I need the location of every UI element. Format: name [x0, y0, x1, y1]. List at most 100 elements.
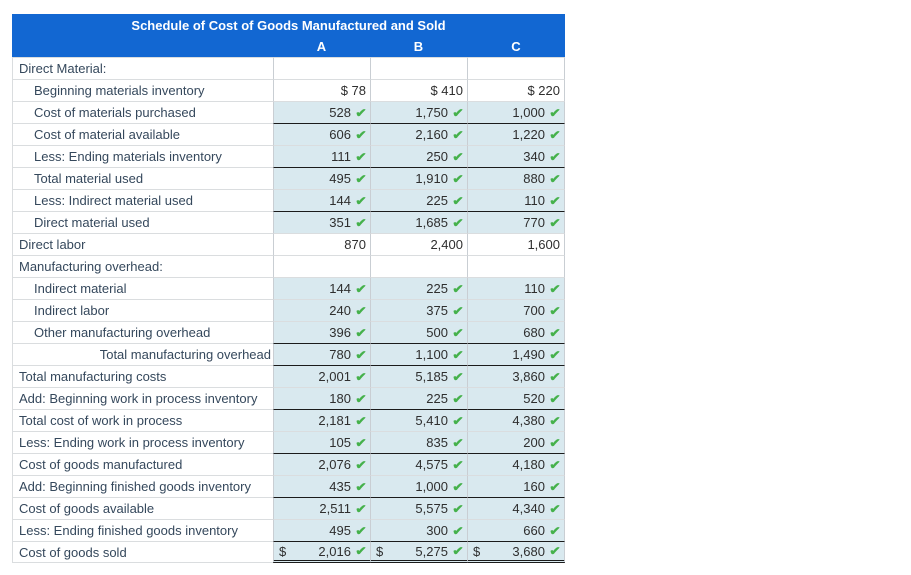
- answer-cell[interactable]: $2,016 ✔: [273, 541, 370, 563]
- answer-cell[interactable]: 2,181 ✔: [273, 409, 370, 431]
- answer-cell[interactable]: 180 ✔: [273, 387, 370, 409]
- answer-cell[interactable]: 4,575 ✔: [370, 453, 467, 475]
- answer-cell[interactable]: $3,680 ✔: [467, 541, 565, 563]
- table-row: Cost of goods available 2,511 ✔ 5,575 ✔ 4,340…: [12, 497, 565, 519]
- answer-cell[interactable]: 680 ✔: [467, 321, 565, 343]
- value-cell: [467, 57, 565, 79]
- answer-cell[interactable]: 880 ✔: [467, 167, 565, 189]
- answer-cell[interactable]: 1,750 ✔: [370, 101, 467, 123]
- cell-content: 225 ✔: [426, 281, 464, 296]
- answer-cell[interactable]: 495 ✔: [273, 167, 370, 189]
- table-body: Direct Material: Beginning materials inve…: [12, 57, 565, 563]
- cell-value: 1,490: [512, 347, 545, 362]
- cell-value: 105: [329, 435, 351, 450]
- cell-value: 4,380: [512, 413, 545, 428]
- correct-check-icon: ✔: [355, 479, 367, 494]
- row-label: Total material used: [12, 167, 273, 189]
- answer-cell[interactable]: 2,160 ✔: [370, 123, 467, 145]
- cell-value: 160: [523, 479, 545, 494]
- correct-check-icon: ✔: [355, 523, 367, 538]
- answer-cell[interactable]: 780 ✔: [273, 343, 370, 365]
- cell-content: 1,490 ✔: [512, 347, 560, 362]
- answer-cell[interactable]: 1,490 ✔: [467, 343, 565, 365]
- answer-cell[interactable]: $5,275 ✔: [370, 541, 467, 563]
- cell-value: 5,575: [415, 501, 448, 516]
- answer-cell[interactable]: 660 ✔: [467, 519, 565, 541]
- answer-cell[interactable]: 250 ✔: [370, 145, 467, 167]
- answer-cell[interactable]: 528 ✔: [273, 101, 370, 123]
- answer-cell[interactable]: 105 ✔: [273, 431, 370, 453]
- answer-cell[interactable]: 4,380 ✔: [467, 409, 565, 431]
- cell-content: 1,220 ✔: [512, 127, 560, 142]
- answer-cell[interactable]: 351 ✔: [273, 211, 370, 233]
- cell-content: 780 ✔: [329, 347, 367, 362]
- answer-cell[interactable]: 2,001 ✔: [273, 365, 370, 387]
- cell-value: 225: [426, 391, 448, 406]
- answer-cell[interactable]: 5,410 ✔: [370, 409, 467, 431]
- cell-content: 240 ✔: [329, 303, 367, 318]
- correct-check-icon: ✔: [549, 281, 561, 296]
- answer-cell[interactable]: 520 ✔: [467, 387, 565, 409]
- answer-cell[interactable]: 5,185 ✔: [370, 365, 467, 387]
- answer-cell[interactable]: 225 ✔: [370, 387, 467, 409]
- row-label: Direct labor: [12, 233, 273, 255]
- cell-content: 1,600: [527, 237, 560, 252]
- answer-cell[interactable]: 144 ✔: [273, 189, 370, 211]
- answer-cell[interactable]: 700 ✔: [467, 299, 565, 321]
- answer-cell[interactable]: 340 ✔: [467, 145, 565, 167]
- cell-value: 5,410: [415, 413, 448, 428]
- answer-cell[interactable]: 200 ✔: [467, 431, 565, 453]
- answer-cell[interactable]: 4,340 ✔: [467, 497, 565, 519]
- table-row: Total material used 495 ✔ 1,910 ✔ 880 ✔: [12, 167, 565, 189]
- answer-cell[interactable]: 110 ✔: [467, 189, 565, 211]
- answer-cell[interactable]: 1,000 ✔: [467, 101, 565, 123]
- row-label: Total manufacturing overhead: [12, 343, 273, 365]
- answer-cell[interactable]: 240 ✔: [273, 299, 370, 321]
- cell-content: 300 ✔: [426, 523, 464, 538]
- answer-cell[interactable]: 835 ✔: [370, 431, 467, 453]
- value-cell: $ 78: [273, 79, 370, 101]
- answer-cell[interactable]: 5,575 ✔: [370, 497, 467, 519]
- answer-cell[interactable]: 4,180 ✔: [467, 453, 565, 475]
- answer-cell[interactable]: 770 ✔: [467, 211, 565, 233]
- cell-content: 500 ✔: [426, 325, 464, 340]
- correct-check-icon: ✔: [452, 501, 464, 516]
- answer-cell[interactable]: 435 ✔: [273, 475, 370, 497]
- answer-cell[interactable]: 3,860 ✔: [467, 365, 565, 387]
- answer-cell[interactable]: 606 ✔: [273, 123, 370, 145]
- cell-value: 2,160: [415, 127, 448, 142]
- answer-cell[interactable]: 500 ✔: [370, 321, 467, 343]
- answer-cell[interactable]: 225 ✔: [370, 189, 467, 211]
- answer-cell[interactable]: 1,000 ✔: [370, 475, 467, 497]
- cell-content: 4,180 ✔: [512, 457, 560, 472]
- answer-cell[interactable]: 1,910 ✔: [370, 167, 467, 189]
- correct-check-icon: ✔: [549, 105, 561, 120]
- cell-value: 528: [329, 105, 351, 120]
- table-row: Total manufacturing costs 2,001 ✔ 5,185 ✔ 3,8…: [12, 365, 565, 387]
- row-label: Cost of goods available: [12, 497, 273, 519]
- cell-content: 110 ✔: [524, 281, 561, 296]
- answer-cell[interactable]: 300 ✔: [370, 519, 467, 541]
- answer-cell[interactable]: 2,511 ✔: [273, 497, 370, 519]
- table-row: Total cost of work in process 2,181 ✔ 5,410…: [12, 409, 565, 431]
- row-label: Less: Ending work in process inventory: [12, 431, 273, 453]
- answer-cell[interactable]: 396 ✔: [273, 321, 370, 343]
- cell-value: 4,340: [512, 501, 545, 516]
- cell-value: 1,910: [415, 171, 448, 186]
- answer-cell[interactable]: 225 ✔: [370, 277, 467, 299]
- table-row: Total manufacturing overhead 780 ✔ 1,100 ✔ 1,…: [12, 343, 565, 365]
- answer-cell[interactable]: 495 ✔: [273, 519, 370, 541]
- answer-cell[interactable]: 111 ✔: [273, 145, 370, 167]
- answer-cell[interactable]: 160 ✔: [467, 475, 565, 497]
- cell-content: 1,750 ✔: [415, 105, 463, 120]
- answer-cell[interactable]: 1,100 ✔: [370, 343, 467, 365]
- cell-value: 606: [329, 127, 351, 142]
- cell-value: 2,181: [318, 413, 351, 428]
- answer-cell[interactable]: 1,220 ✔: [467, 123, 565, 145]
- answer-cell[interactable]: 144 ✔: [273, 277, 370, 299]
- answer-cell[interactable]: 110 ✔: [467, 277, 565, 299]
- answer-cell[interactable]: 2,076 ✔: [273, 453, 370, 475]
- answer-cell[interactable]: 375 ✔: [370, 299, 467, 321]
- correct-check-icon: ✔: [452, 523, 464, 538]
- answer-cell[interactable]: 1,685 ✔: [370, 211, 467, 233]
